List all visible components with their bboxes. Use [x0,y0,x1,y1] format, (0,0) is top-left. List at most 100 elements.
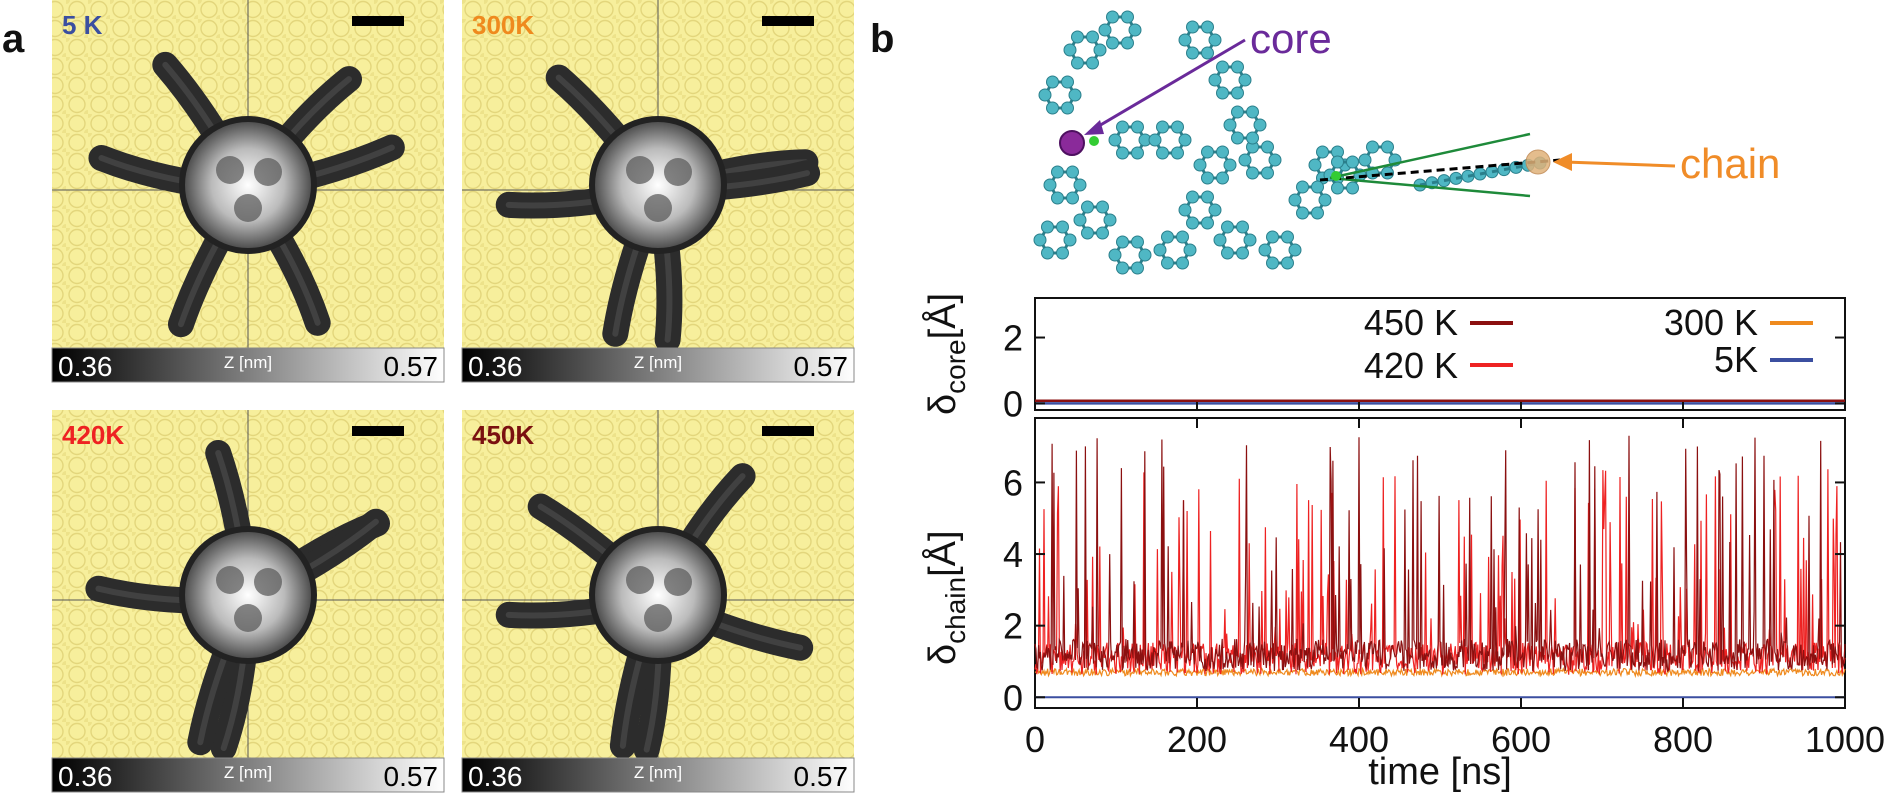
chain-y-ticks: 0 2 4 6 [1003,462,1845,718]
chain-series-line [1034,435,1846,673]
atom [1156,146,1169,160]
atom [1178,33,1192,47]
atom [1106,36,1119,50]
atom [1253,118,1267,132]
atom [1208,73,1222,87]
atom [1246,105,1259,119]
core-lobe [216,156,244,184]
chain-series-line [1034,666,1846,679]
panel-b-label: b [870,17,894,61]
atom [1116,261,1129,275]
atom [1081,200,1094,214]
atom [1216,86,1229,100]
afm-panel: 5 K 0.36 Z [nm] 0.57 [51,0,445,383]
molecule-core [589,116,727,254]
legend-5k-label: 5K [1714,339,1758,380]
atom [1216,171,1229,185]
chain-ytick-label: 2 [1003,606,1023,647]
atom [1103,213,1117,227]
atom [1231,131,1244,145]
molecule-core [179,526,317,664]
atom [1073,213,1087,227]
atom [1071,30,1084,44]
atom [1183,243,1197,257]
chain-ytick-label: 4 [1003,534,1023,575]
atom [1223,158,1237,172]
chain-anchor-atom [1331,171,1341,181]
atom [1208,33,1222,47]
atom [1281,256,1294,270]
atom [1056,220,1069,234]
core-annotation: core [1250,15,1332,62]
chain-xtick-label: 400 [1329,719,1389,760]
scale-bar [352,16,404,26]
colorbar-min: 0.36 [58,351,113,382]
chain-arrowhead [1553,153,1572,171]
atom [1176,230,1189,244]
legend-300k-label: 300 K [1664,302,1758,343]
scale-bar [762,426,814,436]
colorbar-label: Z [nm] [634,763,682,782]
atom [1308,158,1322,172]
colorbar-max: 0.57 [794,761,849,792]
atom [1066,191,1079,205]
atom [1121,10,1134,24]
afm-panel: 450K 0.36 Z [nm] 0.57 [461,410,855,793]
colorbar-max: 0.57 [794,351,849,382]
atom [1043,178,1057,192]
colorbar-label: Z [nm] [224,353,272,372]
atom [1098,23,1112,37]
atom [1238,153,1252,167]
colorbar-min: 0.36 [58,761,113,792]
scale-bar [352,426,404,436]
atom [1193,158,1207,172]
atom [1178,133,1192,147]
atom [1186,46,1199,60]
atom [1033,233,1047,247]
atom [1358,153,1372,167]
atom [1171,146,1184,160]
colorbar [51,347,445,383]
atom [1346,181,1359,195]
atom [1138,248,1152,262]
cone-line [1329,176,1531,198]
atom [1116,120,1129,134]
molecule-core [589,526,727,664]
atom [1243,233,1257,247]
molecule-core [179,116,317,254]
atom [1051,191,1064,205]
colorbar-label: Z [nm] [634,353,682,372]
atom [1201,145,1214,159]
atom [1288,193,1302,207]
atom [1161,256,1174,270]
atom [1331,155,1344,169]
atom [1231,60,1244,74]
chain-ylabel-sub: chain [940,577,971,644]
chain-ylabel-unit: [Å] [920,530,964,576]
core-lobe [254,158,282,186]
atom [1246,131,1259,145]
core-lobe [664,568,692,596]
chain-arrow [1564,160,1676,168]
atom [1236,246,1249,260]
atom [1178,203,1192,217]
atom [1231,105,1244,119]
core-plot-frame [1034,297,1846,411]
atom [1096,226,1109,240]
legend-450k-label: 450 K [1364,302,1458,343]
atom [1176,256,1189,270]
core-series-lines [1035,399,1845,405]
atom [1186,216,1199,230]
atom [1201,46,1214,60]
chain-end-atom [1525,149,1551,175]
atom [1311,180,1324,194]
core-lobe [626,156,654,184]
chain-ytick-label: 0 [1003,677,1023,718]
chain-ylabel-delta: δ [922,644,964,665]
atom [1093,43,1107,57]
chain-xtick-label: 800 [1653,719,1713,760]
atom [1108,133,1122,147]
panel-a-label: a [2,17,25,61]
temperature-label: 450K [472,420,534,450]
atom [1153,243,1167,257]
